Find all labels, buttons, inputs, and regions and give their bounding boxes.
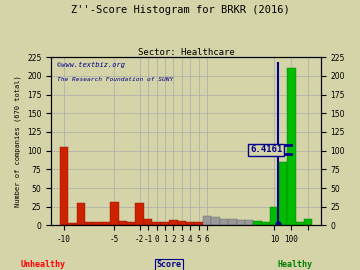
Bar: [186, 222, 194, 225]
Text: The Research Foundation of SUNY: The Research Foundation of SUNY: [57, 77, 173, 82]
Text: ©www.textbiz.org: ©www.textbiz.org: [57, 62, 125, 68]
Bar: [169, 220, 177, 225]
Text: Z''-Score Histogram for BRKR (2016): Z''-Score Histogram for BRKR (2016): [71, 5, 289, 15]
Bar: [127, 222, 135, 225]
Title: Sector: Healthcare: Sector: Healthcare: [138, 48, 234, 57]
Bar: [237, 220, 245, 225]
Bar: [253, 221, 262, 225]
Bar: [270, 207, 279, 225]
Bar: [287, 68, 296, 225]
Bar: [144, 220, 152, 225]
Bar: [152, 222, 161, 225]
Bar: [194, 222, 203, 225]
Y-axis label: Number of companies (670 total): Number of companies (670 total): [15, 75, 22, 207]
Bar: [93, 222, 102, 225]
Text: Unhealthy: Unhealthy: [21, 260, 66, 269]
Bar: [304, 220, 312, 225]
Bar: [77, 203, 85, 225]
Bar: [161, 222, 169, 225]
Bar: [119, 221, 127, 225]
Bar: [228, 220, 237, 225]
Bar: [220, 219, 228, 225]
Bar: [245, 220, 253, 225]
Bar: [177, 221, 186, 225]
Bar: [296, 222, 304, 225]
Bar: [68, 223, 77, 225]
Bar: [211, 217, 220, 225]
Bar: [279, 162, 287, 225]
Bar: [262, 222, 270, 225]
Bar: [102, 222, 110, 225]
Text: Healthy: Healthy: [278, 260, 313, 269]
Text: 6.4161: 6.4161: [250, 145, 282, 154]
Bar: [60, 147, 68, 225]
Bar: [110, 201, 119, 225]
Bar: [135, 203, 144, 225]
Bar: [203, 217, 211, 225]
Text: Score: Score: [157, 260, 182, 269]
Bar: [85, 222, 93, 225]
